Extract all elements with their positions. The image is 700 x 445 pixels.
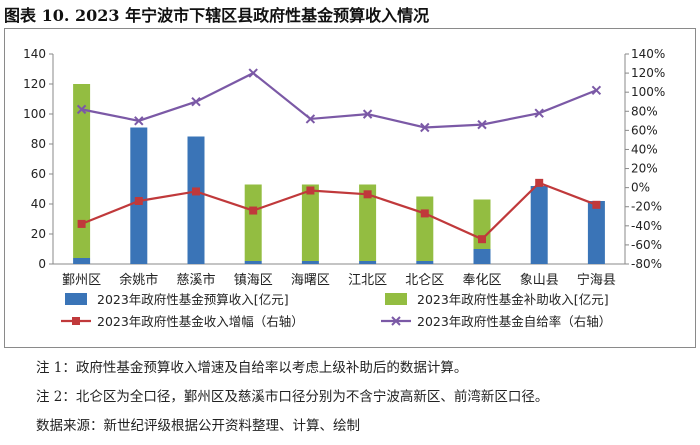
left-tick-label: 80 — [31, 137, 46, 151]
growth-point — [535, 178, 544, 187]
right-tick-label: 60% — [631, 123, 658, 137]
right-tick-label: -60% — [631, 238, 662, 252]
right-tick-label: 140% — [631, 47, 665, 61]
legend-swatch — [65, 293, 87, 305]
self-sufficiency-point — [477, 119, 487, 130]
bar-budget — [130, 127, 148, 264]
left-tick-label: 100 — [23, 107, 46, 121]
growth-point — [420, 209, 429, 218]
bar-budget — [473, 249, 491, 264]
category-label: 奉化区 — [462, 273, 501, 288]
legend-marker — [72, 317, 80, 325]
left-tick-label: 120 — [23, 77, 46, 91]
note-2: 注 2：北仑区为全口径，鄞州区及慈溪市口径分别为不含宁波高新区、前湾新区口径。 — [36, 389, 549, 405]
right-tick-label: 100% — [631, 85, 665, 99]
note-1: 注 1：政府性基金预算收入增速及自给率以考虑上级补助后的数据计算。 — [36, 360, 468, 376]
legend-marker — [391, 316, 401, 326]
bar-budget — [73, 258, 91, 264]
right-tick-label: 0% — [631, 181, 650, 195]
self-sufficiency-point — [76, 104, 87, 115]
data-source: 数据来源：新世纪评级根据公开资料整理、计算、绘制 — [36, 418, 360, 434]
bar-budget — [530, 186, 548, 264]
category-label: 江北区 — [348, 273, 387, 288]
self-sufficiency-point — [134, 116, 144, 126]
right-tick-label: 120% — [631, 66, 665, 80]
left-tick-label: 20 — [31, 227, 46, 241]
bar-budget — [416, 261, 434, 264]
bar-subsidy — [73, 84, 91, 258]
growth-point — [478, 235, 486, 244]
growth-point — [77, 219, 86, 228]
legend-label: 2023年政府性基金自给率（右轴） — [417, 314, 611, 329]
right-tick-label: -20% — [631, 200, 662, 214]
bar-subsidy — [416, 196, 434, 261]
growth-point — [192, 187, 200, 196]
growth-point — [134, 197, 143, 205]
legend-label: 2023年政府性基金预算收入[亿元] — [97, 292, 289, 307]
category-label: 宁海县 — [577, 272, 616, 288]
category-label: 慈溪市 — [176, 272, 215, 288]
bar-budget — [359, 261, 377, 264]
growth-line — [81, 181, 597, 241]
legend-swatch — [385, 293, 407, 305]
right-tick-label: -40% — [631, 219, 662, 233]
growth-point — [306, 186, 315, 195]
chart-svg: 0 20 40 60 80 100 120 140 -80% -60% -40% -20% 0% 20% 4… — [23, 47, 665, 329]
self-sufficiency-point — [591, 85, 602, 95]
right-tick-label: 40% — [631, 142, 658, 156]
left-tick-label: 140 — [23, 47, 46, 61]
self-sufficiency-line — [81, 71, 597, 129]
self-sufficiency-point — [420, 122, 430, 133]
category-label: 鄞州区 — [62, 273, 101, 288]
bar-subsidy — [301, 184, 319, 261]
self-sufficiency-point — [362, 109, 373, 119]
growth-point — [249, 206, 258, 215]
growth-point — [363, 190, 372, 199]
category-label: 象山县 — [520, 273, 559, 288]
category-label: 海曙区 — [291, 273, 330, 288]
notes: 注 1：政府性基金预算收入增速及自给率以考虑上级补助后的数据计算。 注 2：北仑… — [36, 354, 548, 441]
growth-point — [592, 200, 601, 209]
legend-label: 2023年政府性基金补助收入[亿元] — [417, 292, 609, 307]
right-tick-label: -80% — [631, 257, 662, 271]
category-label: 镇海区 — [234, 273, 273, 288]
category-label: 北仑区 — [405, 273, 444, 288]
left-tick-label: 40 — [31, 197, 46, 211]
right-tick-label: 80% — [631, 104, 658, 118]
self-sufficiency-point — [248, 68, 258, 78]
chart-title: 图表 10. 2023 年宁波市下辖区县政府性基金预算收入情况 — [4, 6, 430, 25]
category-label: 余姚市 — [119, 272, 158, 288]
chart-frame: 0 20 40 60 80 100 120 140 -80% -60% -40% -20% 0% 20% 4… — [4, 28, 696, 348]
bar-subsidy — [359, 184, 377, 261]
bar-budget — [187, 136, 205, 264]
self-sufficiency-point — [191, 97, 201, 107]
left-tick-label: 0 — [38, 257, 46, 271]
legend-label: 2023年政府性基金收入增幅（右轴） — [97, 314, 304, 329]
bar-budget — [301, 261, 319, 264]
bar-subsidy — [244, 184, 262, 261]
bar-budget — [244, 261, 262, 264]
bar-budget — [587, 201, 605, 264]
self-sufficiency-point — [305, 114, 316, 124]
right-tick-label: 20% — [631, 162, 658, 176]
self-sufficiency-point — [534, 108, 544, 118]
left-tick-label: 60 — [31, 167, 46, 181]
